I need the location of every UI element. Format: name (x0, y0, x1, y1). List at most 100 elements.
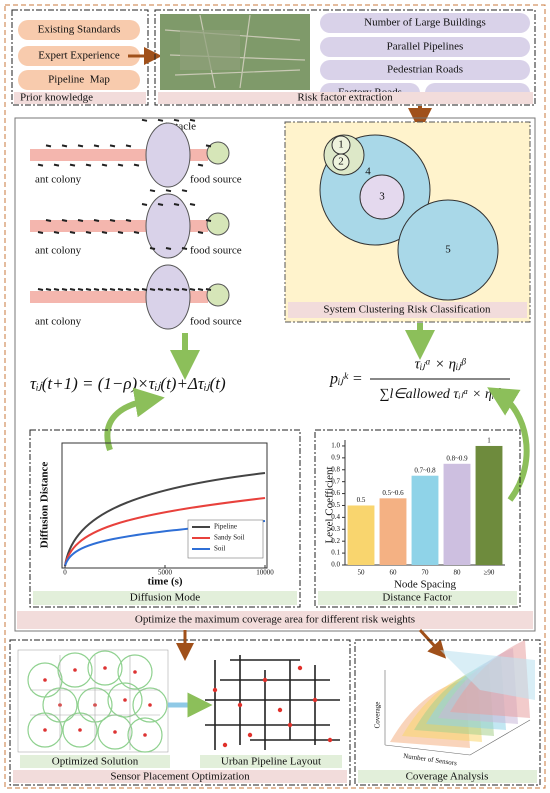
ant (61, 219, 68, 222)
sensor (78, 728, 82, 732)
sensor (133, 670, 137, 674)
sensor (237, 702, 243, 708)
urban-pipeline-image (200, 650, 342, 752)
formula: τᵢⱼ(t+1) = (1−ρ)×τᵢⱼ(t)+Δτᵢⱼ(t) (30, 374, 226, 393)
pill (18, 70, 140, 90)
axes-3d (384, 670, 531, 756)
ant (109, 144, 116, 148)
sensor-box (9, 639, 351, 786)
ant (181, 288, 188, 291)
ant (93, 144, 100, 148)
coverage-circle (127, 717, 163, 753)
sensor (212, 687, 218, 693)
coverage-circle (62, 712, 98, 748)
food-source (206, 141, 230, 165)
value-label: 0.5~0.6 (382, 489, 404, 497)
ant (109, 288, 116, 291)
y-tick-label: 0.2 (331, 537, 340, 545)
sensor (247, 732, 253, 738)
risk-item: Pedestrian Roads (387, 64, 463, 76)
map-area (180, 30, 240, 70)
sensor (103, 666, 107, 670)
ant (149, 247, 156, 250)
middle-box (14, 117, 536, 632)
optimize-label: Optimize the maximum coverage area for d… (135, 614, 415, 626)
diffusion-box (29, 429, 301, 608)
sensor (312, 697, 318, 703)
label-bar (358, 770, 537, 783)
ant (117, 231, 124, 234)
cluster-id: 4 (365, 166, 371, 178)
ant (173, 203, 180, 206)
sensor (327, 737, 333, 743)
risk-item: Number of Large Buildings (364, 17, 486, 29)
ant (141, 118, 148, 122)
y-tick-label: 0.9 (331, 453, 340, 461)
bar (411, 475, 439, 565)
bar-chart: 0.0 0.1 0.2 0.3 0.4 0.5 0.6 0.7 0.8 0.9 1.0 0.5 50 0.… (331, 437, 505, 577)
cluster-id: 2 (338, 156, 344, 168)
x-tick-label: ≥90 (484, 569, 495, 577)
ant (181, 189, 188, 193)
ant (109, 219, 116, 222)
ant (53, 288, 60, 291)
label-bar (158, 92, 533, 104)
food-source-label: food source (190, 245, 242, 257)
y-tick-label: 0.8 (331, 465, 340, 473)
arrow (418, 628, 447, 659)
x-tick-label: 10000 (256, 569, 274, 577)
ant (77, 144, 84, 148)
formula: τᵢⱼᵅ × ηᵢⱼᵝ (415, 356, 467, 372)
prior-label: Prior knowledge (20, 92, 93, 104)
ant (125, 288, 132, 291)
coverage-circle (57, 652, 93, 688)
cluster-circle (359, 174, 405, 220)
ant (149, 288, 156, 291)
cluster-id: 5 (445, 244, 451, 256)
ant (45, 288, 52, 291)
food-source (206, 283, 230, 307)
sensor-label: Sensor Placement Optimization (110, 771, 250, 783)
prior-item: Existing Standards (38, 24, 121, 36)
curve-sandy-soil (64, 497, 266, 567)
value-label: 0.5 (357, 496, 366, 504)
distance-label: Distance Factor (382, 592, 452, 604)
legend-label: Sandy Soil (214, 534, 245, 542)
value-label: 0.7~0.8 (414, 466, 436, 474)
y-axis-label: Diffusion Distance (39, 462, 51, 549)
curve-pipeline (64, 472, 266, 567)
sensor (143, 733, 147, 737)
ant (93, 219, 100, 222)
sensor-left-label: Optimized Solution (52, 756, 139, 768)
cluster-id: 3 (379, 191, 385, 203)
prior-item: Expert Experience (38, 50, 120, 62)
obstacle (145, 193, 191, 259)
pill (18, 20, 140, 40)
ant (157, 118, 164, 122)
x-tick-label: 0 (63, 569, 67, 577)
ant (205, 219, 212, 222)
projection (440, 650, 535, 700)
x-axis-label: time (s) (147, 576, 182, 588)
coverage-box (354, 639, 541, 786)
ant (37, 163, 44, 167)
x-tick-label: 70 (422, 569, 430, 577)
coverage-image (384, 640, 535, 756)
ant (205, 288, 212, 291)
label-bar (33, 591, 297, 605)
y-tick-label: 0.4 (331, 513, 340, 521)
y-tick-label: 0.5 (331, 501, 340, 509)
food-source (206, 212, 230, 236)
sensor (148, 703, 152, 707)
ant (181, 247, 188, 250)
coverage-ylabel: Coverage (374, 702, 382, 729)
ant-colony-label: ant colony (35, 174, 82, 186)
ant (133, 288, 140, 291)
arrow (104, 387, 165, 451)
sensor (297, 665, 303, 671)
sensor (222, 742, 228, 748)
ant (53, 231, 60, 234)
coverage-circle (27, 712, 63, 748)
